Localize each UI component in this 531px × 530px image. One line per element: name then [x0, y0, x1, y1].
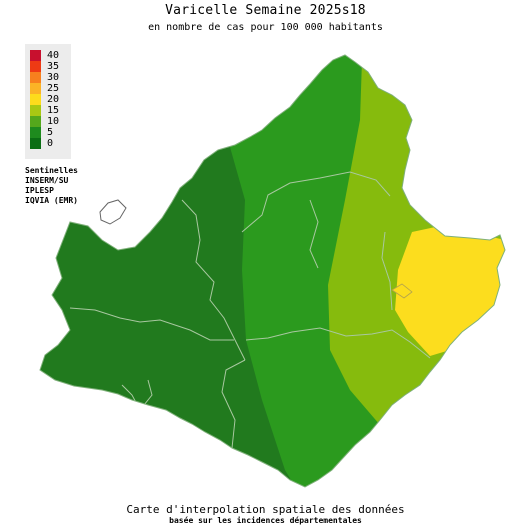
legend-label-10: 10 [47, 116, 60, 127]
legend-label-30: 30 [47, 72, 60, 83]
legend-swatch-5 [30, 127, 41, 138]
source-line: IPLESP [25, 186, 54, 195]
source-line: IQVIA (EMR) [25, 196, 78, 205]
color-legend: 40 35 30 25 20 15 10 5 0 [25, 44, 71, 159]
legend-label-40: 40 [47, 50, 60, 61]
source-line: Sentinelles [25, 166, 78, 175]
legend-swatch-30 [30, 72, 41, 83]
legend-swatch-35 [30, 61, 41, 72]
legend-swatch-25 [30, 83, 41, 94]
legend-label-15: 15 [47, 105, 60, 116]
map-title: Varicelle Semaine 2025s18 [165, 3, 366, 18]
legend-label-5: 5 [47, 127, 54, 138]
legend-swatch-40 [30, 50, 41, 61]
legend-swatch-10 [30, 116, 41, 127]
zone-yellow-green [328, 55, 505, 425]
enclave-outline [99, 199, 127, 225]
source-line: INSERM/SU [25, 176, 69, 185]
legend-label-25: 25 [47, 83, 60, 94]
map-subtitle: en nombre de cas pour 100 000 habitants [148, 22, 383, 33]
legend-label-0: 0 [47, 138, 54, 149]
legend-swatch-20 [30, 94, 41, 105]
legend-swatch-15 [30, 105, 41, 116]
legend-swatch-0 [30, 138, 41, 149]
legend-label-35: 35 [47, 61, 60, 72]
data-sources: Sentinelles INSERM/SU IPLESP IQVIA (EMR) [25, 166, 78, 206]
footer-subcaption: basée sur les incidences départementales [169, 516, 362, 525]
department-borders [69, 171, 431, 449]
legend-label-20: 20 [47, 94, 60, 105]
footer-caption: Carte d'interpolation spatiale des donné… [126, 503, 405, 516]
small-enclave [391, 283, 413, 299]
